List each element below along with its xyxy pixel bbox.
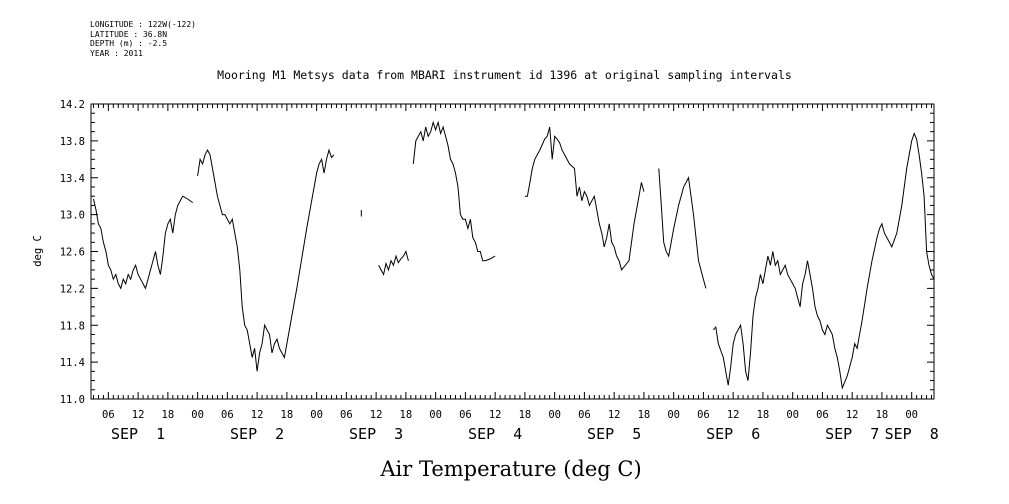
y-tick-label: 13.8 — [60, 136, 85, 148]
metadata-block: LONGITUDE : 122W(-122) LATITUDE : 36.8N … — [90, 20, 196, 58]
x-tick-label: 06 — [697, 409, 710, 421]
x-tick-label: 00 — [786, 409, 799, 421]
x-tick-label: 00 — [667, 409, 680, 421]
series-line-segment — [197, 148, 335, 372]
y-tick-label: 11.8 — [60, 320, 85, 332]
longitude-text: LONGITUDE : 122W(-122) — [90, 20, 196, 29]
x-tick-label: 12 — [489, 409, 502, 421]
y-tick-label: 11.0 — [60, 394, 85, 406]
x-tick-label: 18 — [876, 409, 889, 421]
x-tick-label: 18 — [519, 409, 532, 421]
x-day-label: SEP 3 — [349, 425, 403, 443]
x-tick-label: 06 — [221, 409, 234, 421]
x-tick-label: 18 — [162, 409, 175, 421]
series-line-segment — [658, 168, 707, 289]
series-line-segment — [378, 250, 409, 276]
y-tick-label: 14.2 — [60, 99, 85, 111]
x-tick-label: 00 — [905, 409, 918, 421]
depth-text: DEPTH (m) : -2.5 — [90, 39, 168, 48]
series-line-segment — [712, 132, 935, 390]
x-tick-label: 06 — [816, 409, 829, 421]
x-day-label: SEP 7 — [825, 425, 879, 443]
x-tick-label: 12 — [370, 409, 383, 421]
x-day-label: SEP 8 — [885, 425, 939, 443]
x-tick-label: 12 — [727, 409, 740, 421]
x-tick-label: 18 — [638, 409, 651, 421]
x-tick-label: 12 — [251, 409, 264, 421]
plot-area-border — [90, 103, 935, 400]
x-day-label: SEP 5 — [587, 425, 641, 443]
y-tick-label: 12.2 — [60, 283, 85, 295]
x-tick-label: 12 — [608, 409, 621, 421]
chart-title: Mooring M1 Metsys data from MBARI instru… — [217, 68, 792, 82]
year-text: YEAR : 2011 — [90, 48, 143, 58]
x-tick-label: 12 — [846, 409, 859, 421]
y-axis-label: deg C — [32, 235, 44, 267]
x-day-label: SEP 6 — [706, 425, 760, 443]
x-tick-label: 18 — [281, 409, 294, 421]
x-tick-label: 06 — [459, 409, 472, 421]
series-line-segment — [412, 120, 496, 262]
y-tick-label: 13.0 — [60, 210, 85, 222]
x-axis-label: Air Temperature (deg C) — [379, 457, 641, 481]
series-line-segment — [524, 126, 645, 271]
series-line-segment — [93, 195, 193, 290]
x-tick-label: 00 — [429, 409, 442, 421]
x-tick-label: 06 — [578, 409, 591, 421]
x-tick-label: 18 — [757, 409, 770, 421]
x-tick-label: 00 — [191, 409, 204, 421]
latitude-text: LATITUDE : 36.8N — [90, 29, 168, 39]
y-tick-label: 13.4 — [60, 173, 85, 185]
x-tick-label: 00 — [310, 409, 323, 421]
x-tick-label: 06 — [102, 409, 115, 421]
x-tick-label: 06 — [340, 409, 353, 421]
y-tick-label: 12.6 — [60, 247, 85, 259]
y-tick-label: 11.4 — [60, 357, 85, 369]
x-tick-label: 12 — [132, 409, 145, 421]
x-tick-label: 18 — [400, 409, 413, 421]
x-day-label: SEP 2 — [230, 425, 284, 443]
x-tick-label: 00 — [548, 409, 561, 421]
x-day-label: SEP 1 — [111, 425, 165, 443]
x-day-label: SEP 4 — [468, 425, 522, 443]
